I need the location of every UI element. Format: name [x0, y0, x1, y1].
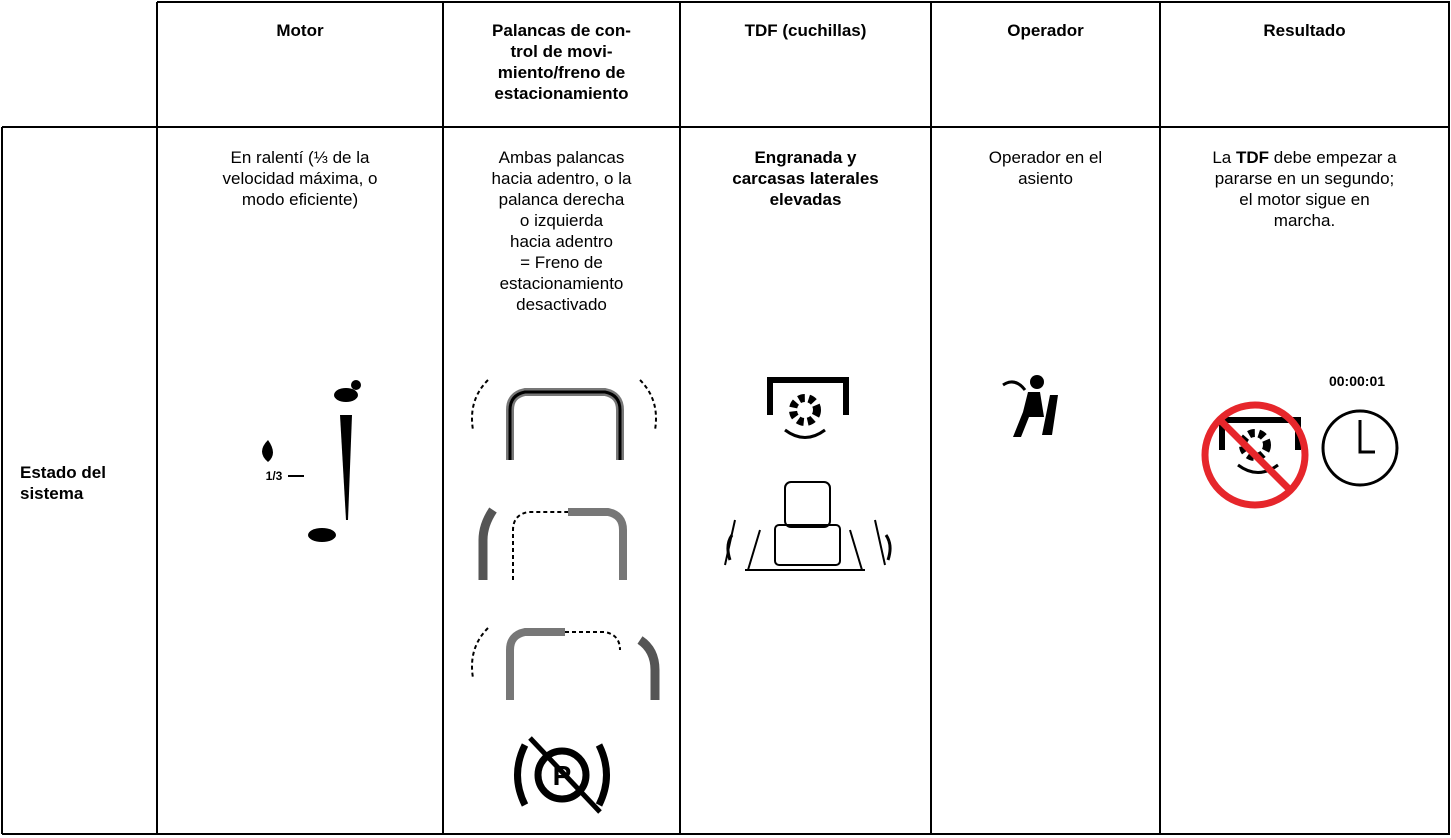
levers-cell: Ambas palancas hacia adentro, o la palan…	[443, 147, 680, 315]
bold-text: TDF	[1235, 148, 1270, 167]
pto-cell: Engranada y carcasas laterales elevadas	[680, 147, 931, 210]
text-line: modo eficiente)	[241, 190, 359, 209]
text-line: En ralentí (⅓ de la	[230, 148, 370, 167]
text-line: trol de movi-	[510, 42, 613, 61]
pto-stop-icon	[1201, 401, 1309, 509]
text-line: estacionamiento	[499, 274, 624, 293]
text-line: Engranada y	[754, 148, 857, 167]
header-result: Resultado	[1263, 21, 1346, 40]
result-cell: La TDF debe empezar a pararse en un segu…	[1160, 147, 1449, 231]
text-line: Estado del	[20, 463, 106, 482]
throttle-icon: 1/3	[262, 380, 361, 542]
header-pto: TDF (cuchillas)	[744, 21, 867, 40]
text-line: velocidad máxima, o	[222, 169, 378, 188]
motor-cell: En ralentí (⅓ de la velocidad máxima, o …	[157, 147, 443, 210]
text-line: hacia adentro, o la	[491, 169, 632, 188]
text-line: miento/freno de	[497, 63, 626, 82]
no-park-brake-icon: P	[514, 736, 610, 814]
text-line: estacionamiento	[494, 84, 629, 103]
text-line: pararse en un segundo;	[1214, 169, 1395, 188]
timer-label: 00:00:01	[1329, 373, 1385, 389]
header-levers: Palancas de con- trol de movi- miento/fr…	[443, 20, 680, 104]
text-line: sistema	[20, 484, 84, 503]
operator-seat-icon	[1002, 375, 1058, 437]
operator-cell: Operador en el asiento	[931, 147, 1160, 189]
text-line: Operador en el	[988, 148, 1103, 167]
text-line: carcasas laterales	[732, 169, 879, 188]
text-line: debe empezar a	[1273, 148, 1397, 167]
pto-engaged-icon	[767, 377, 849, 439]
mower-icon	[724, 481, 892, 571]
clock-icon	[1321, 409, 1399, 487]
text: La	[1212, 148, 1236, 167]
text-line: desactivado	[516, 295, 607, 314]
text-line: el motor sigue en	[1239, 190, 1370, 209]
throttle-label: 1/3	[266, 469, 283, 483]
text-line: palanca derecha	[498, 190, 625, 209]
text-line: asiento	[1018, 169, 1073, 188]
text-line: Ambas palancas	[498, 148, 625, 167]
row-label: Estado del sistema	[20, 462, 106, 504]
header-motor: Motor	[276, 21, 324, 40]
text-line: elevadas	[769, 190, 842, 209]
header-operator: Operador	[1007, 21, 1084, 40]
text-line: = Freno de	[520, 253, 603, 272]
text-line: Palancas de con-	[492, 21, 631, 40]
text-line: marcha.	[1273, 211, 1336, 230]
text-line: o izquierda	[519, 211, 604, 230]
text-line: hacia adentro	[509, 232, 614, 251]
lever-icons	[471, 379, 660, 700]
